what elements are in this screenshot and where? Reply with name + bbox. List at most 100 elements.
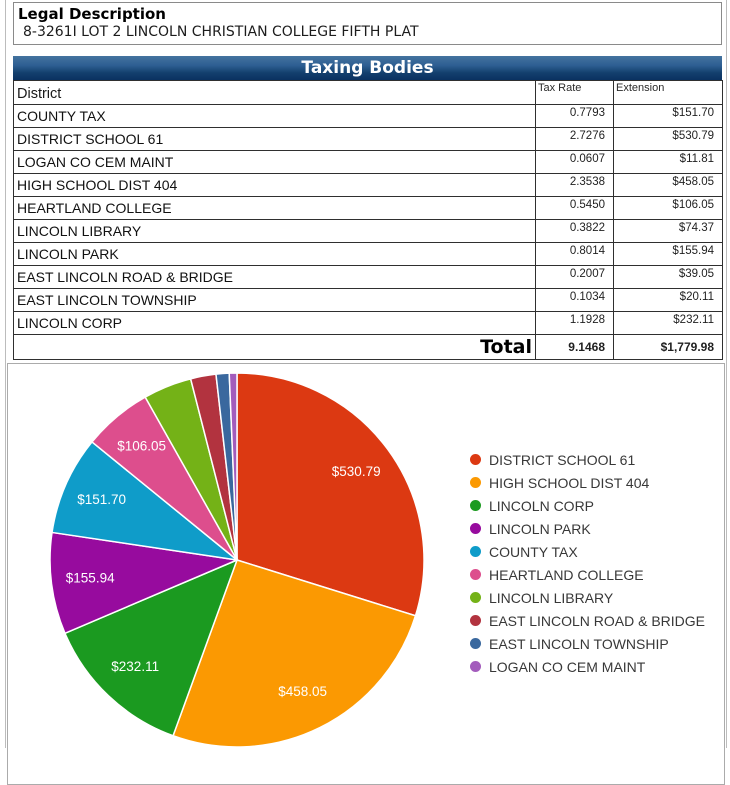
taxing-bodies-header-bar: Taxing Bodies <box>13 56 722 80</box>
pie-chart-panel: $530.79 $458.05 $232.11 $155.94 $151.70 $106.… <box>7 363 725 785</box>
pie-slice <box>64 559 238 737</box>
pie-slice <box>228 372 238 561</box>
table-row: COUNTY TAX 0.7793 $151.70 <box>13 104 723 128</box>
legend-item-label: COUNTY TAX <box>489 543 578 560</box>
district-cell: LINCOLN PARK <box>13 242 536 266</box>
pie-slice <box>49 531 238 635</box>
legend-item-label: EAST LINCOLN ROAD & BRIDGE <box>489 612 706 629</box>
extension-cell: $232.11 <box>613 311 723 335</box>
pie-slice-label: $458.05 <box>278 684 327 699</box>
legend-item: HEARTLAND COLLEGE <box>470 563 705 586</box>
extension-cell: $155.94 <box>613 242 723 266</box>
table-row: LINCOLN LIBRARY 0.3822 $74.37 <box>13 219 723 243</box>
legend-item-label: LOGAN CO CEM MAINT <box>489 658 646 675</box>
column-header-district: District <box>13 80 536 105</box>
extension-cell: $11.81 <box>613 150 723 174</box>
legend-item: LOGAN CO CEM MAINT <box>470 655 705 678</box>
legend-bullet-icon <box>470 592 481 603</box>
district-cell: LINCOLN CORP <box>13 311 536 335</box>
tax-rate-cell: 0.8014 <box>535 242 614 266</box>
tax-rate-cell: 0.1034 <box>535 288 614 312</box>
table-row: DISTRICT SCHOOL 61 2.7276 $530.79 <box>13 127 723 151</box>
legend-item: HIGH SCHOOL DIST 404 <box>470 471 705 494</box>
table-row: EAST LINCOLN ROAD & BRIDGE 0.2007 $39.05 <box>13 265 723 289</box>
extension-cell: $530.79 <box>613 127 723 151</box>
chart-legend: DISTRICT SCHOOL 61 HIGH SCHOOL DIST 404 LI… <box>470 448 705 678</box>
table-row: HEARTLAND COLLEGE 0.5450 $106.05 <box>13 196 723 220</box>
pie-slice-label: $106.05 <box>117 438 166 453</box>
legend-bullet-icon <box>470 569 481 580</box>
legend-bullet-icon <box>470 523 481 534</box>
pie-chart: $530.79 $458.05 $232.11 $155.94 $151.70 $106.… <box>49 372 425 748</box>
table-row: EAST LINCOLN TOWNSHIP 0.1034 $20.11 <box>13 288 723 312</box>
district-cell: LOGAN CO CEM MAINT <box>13 150 536 174</box>
district-cell: EAST LINCOLN ROAD & BRIDGE <box>13 265 536 289</box>
legend-item: LINCOLN PARK <box>470 517 705 540</box>
page-frame: Legal Description 8-3261I LOT 2 LINCOLN … <box>5 0 727 785</box>
legend-item-label: LINCOLN LIBRARY <box>489 589 614 606</box>
legend-item: DISTRICT SCHOOL 61 <box>470 448 705 471</box>
extension-cell: $106.05 <box>613 196 723 220</box>
legend-item: LINCOLN LIBRARY <box>470 586 705 609</box>
district-cell: LINCOLN LIBRARY <box>13 219 536 243</box>
tax-rate-cell: 0.0607 <box>535 150 614 174</box>
tax-rate-cell: 2.3538 <box>535 173 614 197</box>
pie-slice-label: $232.11 <box>111 659 159 674</box>
pie-slice-label: $530.79 <box>332 464 381 479</box>
legend-bullet-icon <box>470 454 481 465</box>
extension-cell: $458.05 <box>613 173 723 197</box>
legend-item-label: HIGH SCHOOL DIST 404 <box>489 474 650 491</box>
table-header-row: District Tax Rate Extension <box>13 80 723 105</box>
legal-description-title: Legal Description <box>18 5 166 23</box>
legal-description-value: 8-3261I LOT 2 LINCOLN CHRISTIAN COLLEGE … <box>23 24 419 40</box>
pie-slice <box>236 372 425 617</box>
total-label: Total <box>13 334 536 360</box>
legend-item: LINCOLN CORP <box>470 494 705 517</box>
legend-item-label: HEARTLAND COLLEGE <box>489 566 644 583</box>
tax-rate-cell: 0.3822 <box>535 219 614 243</box>
legend-item: COUNTY TAX <box>470 540 705 563</box>
legend-item-label: EAST LINCOLN TOWNSHIP <box>489 635 669 652</box>
pie-slice-label: $155.94 <box>66 570 115 585</box>
pie-slice <box>172 559 417 748</box>
district-cell: EAST LINCOLN TOWNSHIP <box>13 288 536 312</box>
extension-cell: $39.05 <box>613 265 723 289</box>
tax-rate-cell: 1.1928 <box>535 311 614 335</box>
total-tax-rate: 9.1468 <box>535 334 614 360</box>
district-cell: HIGH SCHOOL DIST 404 <box>13 173 536 197</box>
column-header-tax-rate: Tax Rate <box>535 80 614 105</box>
table-row: LINCOLN PARK 0.8014 $155.94 <box>13 242 723 266</box>
legend-bullet-icon <box>470 500 481 511</box>
district-cell: COUNTY TAX <box>13 104 536 128</box>
tax-rate-cell: 0.5450 <box>535 196 614 220</box>
extension-cell: $74.37 <box>613 219 723 243</box>
tax-rate-cell: 0.7793 <box>535 104 614 128</box>
legend-item: EAST LINCOLN TOWNSHIP <box>470 632 705 655</box>
total-extension: $1,779.98 <box>613 334 723 360</box>
pie-slice <box>51 441 238 561</box>
table-row: LOGAN CO CEM MAINT 0.0607 $11.81 <box>13 150 723 174</box>
legend-item-label: DISTRICT SCHOOL 61 <box>489 451 636 468</box>
legend-bullet-icon <box>470 615 481 626</box>
legend-bullet-icon <box>470 638 481 649</box>
tax-rate-cell: 2.7276 <box>535 127 614 151</box>
legend-bullet-icon <box>470 546 481 557</box>
legal-description-box: Legal Description 8-3261I LOT 2 LINCOLN … <box>13 2 722 45</box>
legend-item-label: LINCOLN PARK <box>489 520 591 537</box>
legend-item-label: LINCOLN CORP <box>489 497 595 514</box>
legend-item: EAST LINCOLN ROAD & BRIDGE <box>470 609 705 632</box>
tax-rate-cell: 0.2007 <box>535 265 614 289</box>
district-cell: HEARTLAND COLLEGE <box>13 196 536 220</box>
pie-slice-label: $151.70 <box>77 492 126 507</box>
taxing-bodies-title: Taxing Bodies <box>301 58 434 78</box>
legend-bullet-icon <box>470 661 481 672</box>
legend-bullet-icon <box>470 477 481 488</box>
extension-cell: $151.70 <box>613 104 723 128</box>
column-header-extension: Extension <box>613 80 723 105</box>
table-row: LINCOLN CORP 1.1928 $232.11 <box>13 311 723 335</box>
table-row: HIGH SCHOOL DIST 404 2.3538 $458.05 <box>13 173 723 197</box>
district-cell: DISTRICT SCHOOL 61 <box>13 127 536 151</box>
taxing-bodies-table: District Tax Rate Extension COUNTY TAX 0.… <box>13 80 723 360</box>
total-row: Total 9.1468 $1,779.98 <box>13 334 723 360</box>
extension-cell: $20.11 <box>613 288 723 312</box>
